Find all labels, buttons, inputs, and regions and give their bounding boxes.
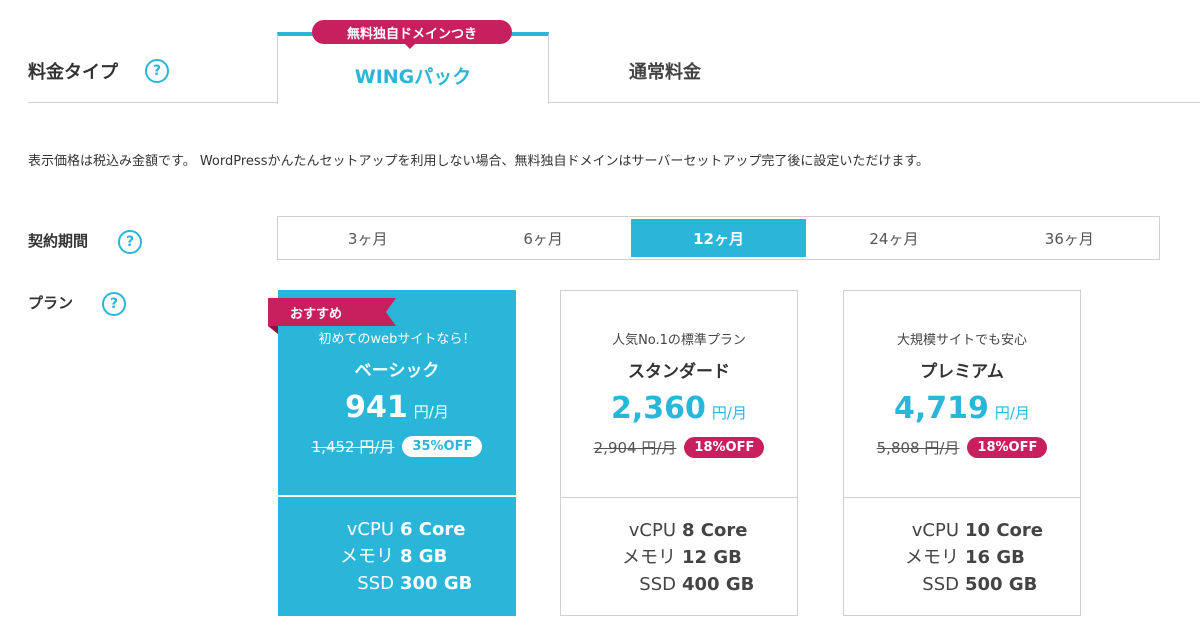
- plan-help-icon[interactable]: ?: [102, 292, 126, 316]
- spec-key: SSD: [357, 573, 394, 594]
- recommend-ribbon-fold: [268, 326, 278, 334]
- spec-value: 300 GB: [400, 573, 473, 594]
- plan-old-price-row: 1,452 円/月 35%OFF: [278, 436, 516, 457]
- plan-label: プラン: [28, 294, 74, 312]
- spec-value: 8 GB: [400, 546, 448, 567]
- spec-row-ssd: SSD 300 GB: [278, 570, 516, 597]
- plan-price-row: 2,360 円/月: [561, 391, 797, 426]
- plan-discount-badge: 35%OFF: [402, 436, 483, 457]
- spec-key: vCPU: [346, 519, 394, 540]
- spec-row-vcpu: vCPU 10 Core: [844, 517, 1080, 544]
- plan-card-premium[interactable]: 大規模サイトでも安心 プレミアム 4,719 円/月 5,808 円/月 18%O…: [843, 290, 1081, 616]
- header-divider-left: [28, 102, 277, 103]
- plan-old-price: 5,808 円/月: [876, 439, 960, 457]
- plan-discount-badge: 18%OFF: [684, 437, 765, 458]
- spec-key: SSD: [922, 574, 959, 595]
- plan-name: スタンダード: [628, 362, 730, 382]
- plan-old-price-row: 5,808 円/月 18%OFF: [844, 437, 1080, 458]
- plan-old-price-row: 2,904 円/月 18%OFF: [561, 437, 797, 458]
- free-domain-badge-pointer: [404, 43, 416, 49]
- spec-key: vCPU: [911, 520, 959, 541]
- spec-key: SSD: [639, 574, 676, 595]
- spec-row-ssd: SSD 500 GB: [844, 571, 1080, 598]
- plan-name: プレミアム: [920, 362, 1004, 382]
- spec-value: 16 GB: [965, 547, 1025, 568]
- plan-card-standard-price-section: 人気No.1の標準プラン スタンダード 2,360 円/月 2,904 円/月 1…: [561, 291, 797, 498]
- plan-discount-badge: 18%OFF: [967, 437, 1048, 458]
- spec-row-vcpu: vCPU 6 Core: [278, 516, 516, 543]
- free-domain-badge: 無料独自ドメインつき: [312, 20, 512, 44]
- plan-price-unit: 円/月: [994, 404, 1030, 422]
- contract-period-label: 契約期間: [28, 232, 89, 250]
- spec-value: 10 Core: [965, 520, 1043, 541]
- contract-period-selector: 3ヶ月 6ヶ月 12ヶ月 24ヶ月 36ヶ月: [277, 216, 1160, 260]
- contract-period-help-icon[interactable]: ?: [118, 230, 142, 254]
- plan-tagline: 人気No.1の標準プラン: [612, 333, 746, 348]
- spec-row-vcpu: vCPU 8 Core: [561, 517, 797, 544]
- plan-specs: vCPU 6 Core メモリ 8 GB SSD 300 GB: [278, 516, 516, 597]
- plan-name: ベーシック: [354, 361, 440, 381]
- plan-old-price: 2,904 円/月: [593, 439, 677, 457]
- plan-price-row: 941 円/月: [278, 390, 516, 425]
- spec-value: 400 GB: [682, 574, 755, 595]
- spec-row-memory: メモリ 12 GB: [561, 544, 797, 571]
- tab-wing-pack-label: WINGパック: [354, 66, 472, 88]
- plan-tagline: 大規模サイトでも安心: [896, 333, 1027, 348]
- period-option-6-months[interactable]: 6ヶ月: [523, 229, 563, 248]
- plan-price: 941: [345, 390, 408, 425]
- plan-specs: vCPU 10 Core メモリ 16 GB SSD 500 GB: [844, 517, 1080, 598]
- plan-price: 4,719: [894, 391, 989, 426]
- tab-normal-pricing[interactable]: 通常料金: [629, 62, 701, 83]
- spec-key: vCPU: [628, 520, 676, 541]
- period-option-12-months[interactable]: 12ヶ月: [630, 219, 807, 257]
- plan-old-price: 1,452 円/月: [311, 438, 395, 456]
- spec-value: 8 Core: [682, 520, 748, 541]
- spec-key: メモリ: [622, 547, 676, 568]
- spec-value: 6 Core: [400, 519, 466, 540]
- period-option-3-months[interactable]: 3ヶ月: [347, 229, 388, 248]
- plan-price: 2,360: [611, 391, 706, 426]
- header-divider-right: [548, 102, 1200, 103]
- spec-key: メモリ: [905, 547, 959, 568]
- spec-key: メモリ: [340, 546, 394, 567]
- plan-card-standard[interactable]: 人気No.1の標準プラン スタンダード 2,360 円/月 2,904 円/月 1…: [560, 290, 798, 616]
- spec-row-memory: メモリ 16 GB: [844, 544, 1080, 571]
- pricing-type-help-icon[interactable]: ?: [145, 59, 169, 83]
- spec-row-memory: メモリ 8 GB: [278, 543, 516, 570]
- spec-row-ssd: SSD 400 GB: [561, 571, 797, 598]
- plan-card-basic-price-section: 初めてのwebサイトなら！ ベーシック 941 円/月 1,452 円/月 35%…: [278, 290, 516, 497]
- recommend-ribbon: おすすめ: [268, 298, 386, 326]
- plan-price-unit: 円/月: [413, 403, 449, 421]
- plan-price-unit: 円/月: [711, 404, 747, 422]
- period-option-36-months[interactable]: 36ヶ月: [1044, 229, 1094, 248]
- spec-value: 12 GB: [682, 547, 742, 568]
- plan-price-row: 4,719 円/月: [844, 391, 1080, 426]
- spec-value: 500 GB: [965, 574, 1038, 595]
- plan-card-premium-price-section: 大規模サイトでも安心 プレミアム 4,719 円/月 5,808 円/月 18%O…: [844, 291, 1080, 498]
- plan-tagline: 初めてのwebサイトなら！: [318, 332, 476, 347]
- pricing-type-label: 料金タイプ: [28, 62, 118, 83]
- plan-card-basic[interactable]: 初めてのwebサイトなら！ ベーシック 941 円/月 1,452 円/月 35%…: [268, 290, 516, 616]
- plan-specs: vCPU 8 Core メモリ 12 GB SSD 400 GB: [561, 517, 797, 598]
- tax-notice: 表示価格は税込み金額です。 WordPressかんたんセットアップを利用しない場…: [28, 154, 930, 169]
- period-option-24-months[interactable]: 24ヶ月: [869, 229, 919, 248]
- recommend-ribbon-notch: [386, 298, 396, 326]
